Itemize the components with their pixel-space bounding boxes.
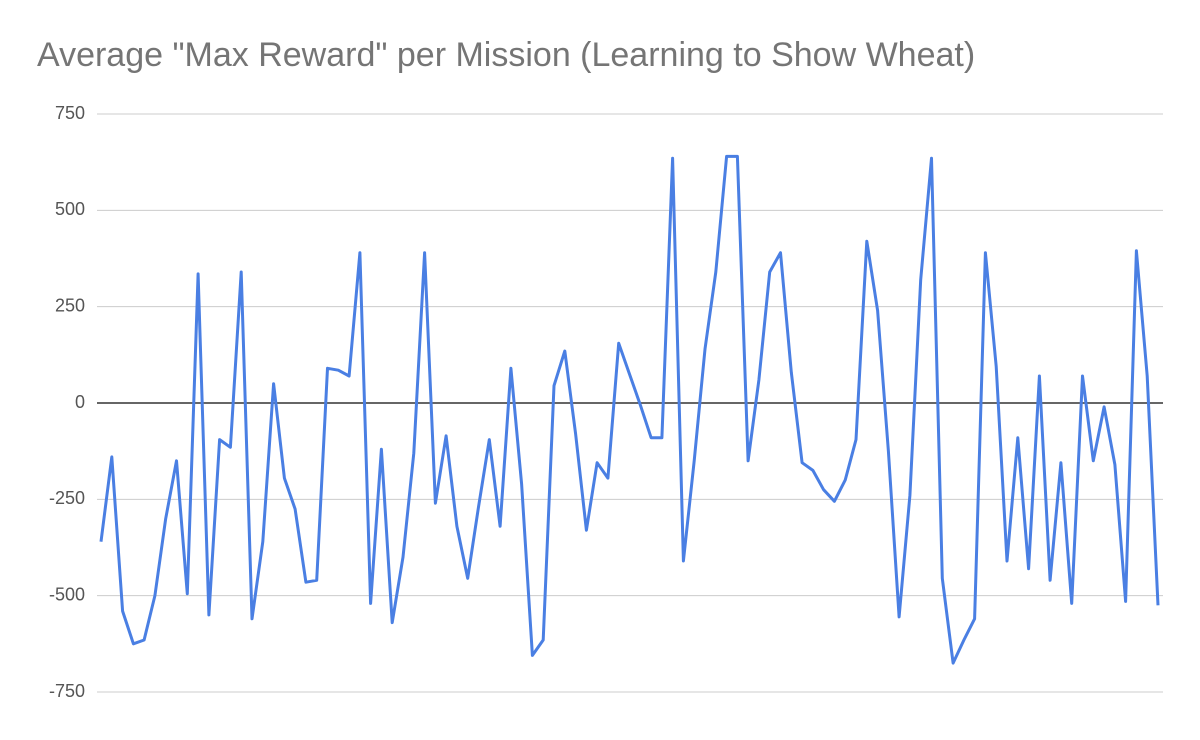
chart-title: Average "Max Reward" per Mission (Learni… [37, 36, 975, 74]
y-tick-label: 250 [55, 295, 85, 315]
y-tick-label: 0 [75, 392, 85, 412]
y-tick-label: 750 [55, 103, 85, 123]
y-tick-label: -250 [49, 488, 85, 508]
y-tick-label: -750 [49, 681, 85, 701]
y-tick-label: -500 [49, 584, 85, 604]
y-tick-label: 500 [55, 199, 85, 219]
line [99, 154, 1160, 665]
